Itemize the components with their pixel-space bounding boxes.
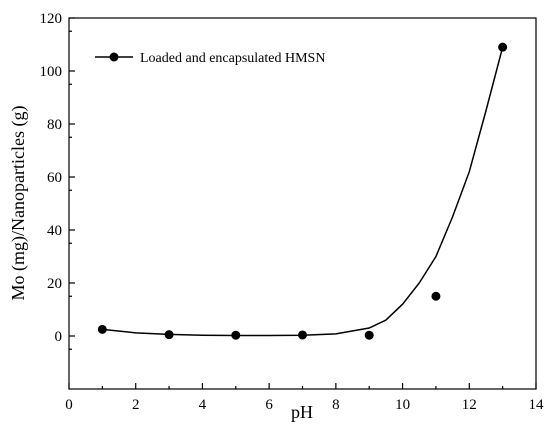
y-axis-label: Mo (mg)/Nanoparticles (g) xyxy=(8,106,29,301)
data-point xyxy=(298,330,307,340)
data-point xyxy=(231,330,241,340)
legend-label: Loaded and encapsulated HMSN xyxy=(140,51,325,66)
data-point xyxy=(498,42,508,52)
data-point xyxy=(431,291,441,301)
data-point xyxy=(97,324,107,334)
x-tick-label: 8 xyxy=(332,397,340,413)
y-tick-label: 80 xyxy=(47,117,62,133)
y-tick-label: 0 xyxy=(55,329,63,345)
x-tick-label: 14 xyxy=(529,397,545,413)
y-tick-label: 60 xyxy=(47,170,62,186)
data-point xyxy=(364,330,374,340)
y-tick-label: 100 xyxy=(40,64,63,80)
fit-curve xyxy=(102,46,504,337)
y-tick-label: 40 xyxy=(47,223,62,239)
legend-marker xyxy=(109,52,119,62)
x-axis-label: pH xyxy=(291,402,313,422)
x-tick-label: 10 xyxy=(395,397,410,413)
x-tick-label: 6 xyxy=(265,397,273,413)
x-tick-label: 4 xyxy=(199,397,207,413)
data-point xyxy=(164,330,174,340)
y-tick-label: 20 xyxy=(47,276,62,292)
x-tick-label: 0 xyxy=(65,397,73,413)
y-tick-label: 120 xyxy=(40,11,63,27)
x-tick-label: 2 xyxy=(132,397,140,413)
x-tick-label: 12 xyxy=(462,397,477,413)
